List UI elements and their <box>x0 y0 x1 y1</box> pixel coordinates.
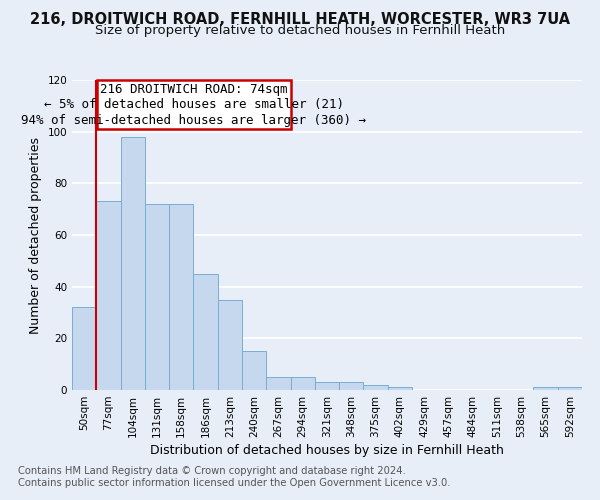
Text: ← 5% of detached houses are smaller (21): ← 5% of detached houses are smaller (21) <box>44 98 344 111</box>
Text: Size of property relative to detached houses in Fernhill Heath: Size of property relative to detached ho… <box>95 24 505 37</box>
Text: 94% of semi-detached houses are larger (360) →: 94% of semi-detached houses are larger (… <box>21 114 366 126</box>
Bar <box>145 204 169 390</box>
Text: 216, DROITWICH ROAD, FERNHILL HEATH, WORCESTER, WR3 7UA: 216, DROITWICH ROAD, FERNHILL HEATH, WOR… <box>30 12 570 28</box>
Bar <box>388 388 412 390</box>
Bar <box>290 377 315 390</box>
Bar <box>533 388 558 390</box>
Bar <box>266 377 290 390</box>
Text: 216 DROITWICH ROAD: 74sqm: 216 DROITWICH ROAD: 74sqm <box>100 82 287 96</box>
Bar <box>364 385 388 390</box>
Bar <box>339 382 364 390</box>
Bar <box>315 382 339 390</box>
Bar <box>96 202 121 390</box>
Y-axis label: Number of detached properties: Number of detached properties <box>29 136 42 334</box>
FancyBboxPatch shape <box>97 80 290 129</box>
Bar <box>169 204 193 390</box>
Bar <box>218 300 242 390</box>
Bar <box>193 274 218 390</box>
Bar <box>72 308 96 390</box>
Bar <box>121 137 145 390</box>
Bar <box>242 351 266 390</box>
X-axis label: Distribution of detached houses by size in Fernhill Heath: Distribution of detached houses by size … <box>150 444 504 457</box>
Text: Contains HM Land Registry data © Crown copyright and database right 2024.
Contai: Contains HM Land Registry data © Crown c… <box>18 466 451 487</box>
Bar <box>558 388 582 390</box>
